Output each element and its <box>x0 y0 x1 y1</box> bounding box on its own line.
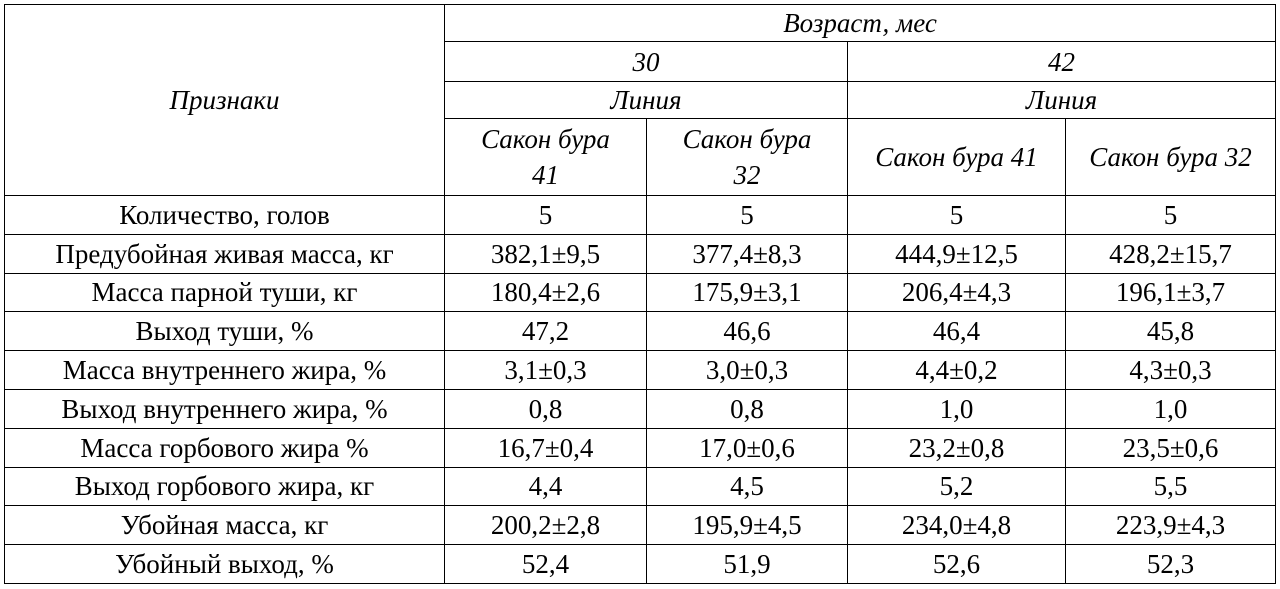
row-label: Масса парной туши, кг <box>4 272 445 313</box>
row-label: Масса горбового жира % <box>4 427 445 468</box>
cell-value: 1,0 <box>847 388 1066 429</box>
cell-value: 4,4±0,2 <box>847 350 1066 390</box>
row-label: Выход туши, % <box>4 311 445 352</box>
cell-value: 234,0±4,8 <box>847 505 1066 546</box>
cell-value: 51,9 <box>646 544 848 584</box>
table-row: Убойная масса, кг 200,2±2,8 195,9±4,5 234,0… <box>4 505 1277 546</box>
line-name: Сакон бура 41 <box>444 118 647 196</box>
cell-value: 46,4 <box>847 311 1066 352</box>
table-row: Выход внутреннего жира, % 0,8 0,8 1,0 1,0 <box>4 388 1277 429</box>
row-label: Убойный выход, % <box>4 544 445 584</box>
table-row: Убойный выход, % 52,4 51,9 52,6 52,3 <box>4 544 1277 584</box>
table-row: Масса парной туши, кг 180,4±2,6 175,9±3,1 2… <box>4 272 1277 313</box>
cell-value: 377,4±8,3 <box>646 233 848 274</box>
cell-value: 52,4 <box>444 544 647 584</box>
cell-value: 196,1±3,7 <box>1064 272 1277 313</box>
line-name: Сакон бура 41 <box>847 118 1066 196</box>
age-header: Возраст, мес <box>443 4 1277 42</box>
cell-value: 175,9±3,1 <box>646 272 848 313</box>
row-label: Масса внутреннего жира, % <box>4 350 445 390</box>
cell-value: 0,8 <box>646 388 848 429</box>
cell-value: 428,2±15,7 <box>1064 233 1277 274</box>
cell-value: 3,0±0,3 <box>646 350 848 390</box>
cell-value: 5 <box>444 195 647 235</box>
row-label: Предубойная живая масса, кг <box>4 233 445 274</box>
cell-value: 52,6 <box>847 544 1066 584</box>
table-row: Масса горбового жира % 16,7±0,4 17,0±0,6 23… <box>4 427 1277 468</box>
cell-value: 4,3±0,3 <box>1064 350 1277 390</box>
cell-value: 45,8 <box>1064 311 1277 352</box>
row-label: Убойная масса, кг <box>4 505 445 546</box>
cell-value: 5 <box>646 195 848 235</box>
cell-value: 17,0±0,6 <box>646 427 848 468</box>
cell-value: 382,1±9,5 <box>444 233 647 274</box>
cell-value: 200,2±2,8 <box>444 505 647 546</box>
table-row: Предубойная живая масса, кг 382,1±9,5 377,… <box>4 233 1277 274</box>
cell-value: 52,3 <box>1064 544 1277 584</box>
line-name: Сакон бура 32 <box>1064 118 1277 196</box>
cell-value: 16,7±0,4 <box>444 427 647 468</box>
feature-header: Признаки <box>4 4 445 196</box>
row-label: Выход внутреннего жира, % <box>4 388 445 429</box>
cell-value: 0,8 <box>444 388 647 429</box>
cell-value: 46,6 <box>646 311 848 352</box>
cell-value: 23,2±0,8 <box>847 427 1066 468</box>
table-row: Выход горбового жира, кг 4,4 4,5 5,2 5,5 <box>4 466 1277 507</box>
table-row: Выход туши, % 47,2 46,6 46,4 45,8 <box>4 311 1277 352</box>
data-table: Признаки Возраст, мес 30 42 Линия Линия … <box>4 4 1277 584</box>
row-label: Выход горбового жира, кг <box>4 466 445 507</box>
table-row: Количество, голов 5 5 5 5 <box>4 195 1277 235</box>
line-header: Линия <box>846 81 1277 119</box>
cell-value: 4,5 <box>646 466 848 507</box>
cell-value: 223,9±4,3 <box>1064 505 1277 546</box>
age-value: 30 <box>444 41 848 82</box>
cell-value: 1,0 <box>1064 388 1277 429</box>
line-name: Сакон бура 32 <box>646 118 848 196</box>
cell-value: 23,5±0,6 <box>1064 427 1277 468</box>
cell-value: 5 <box>847 195 1066 235</box>
cell-value: 195,9±4,5 <box>646 505 848 546</box>
cell-value: 5,2 <box>847 466 1066 507</box>
age-value: 42 <box>846 41 1277 82</box>
table-header: Признаки Возраст, мес 30 42 Линия Линия … <box>4 4 1277 196</box>
cell-value: 4,4 <box>444 466 647 507</box>
cell-value: 444,9±12,5 <box>847 233 1066 274</box>
cell-value: 206,4±4,3 <box>847 272 1066 313</box>
cell-value: 3,1±0,3 <box>444 350 647 390</box>
table-body: Количество, голов 5 5 5 5 Предубойная живая м… <box>4 195 1277 584</box>
cell-value: 5,5 <box>1064 466 1277 507</box>
cell-value: 180,4±2,6 <box>444 272 647 313</box>
cell-value: 5 <box>1064 195 1277 235</box>
line-header: Линия <box>444 81 848 119</box>
cell-value: 47,2 <box>444 311 647 352</box>
row-label: Количество, голов <box>4 195 445 235</box>
table-row: Масса внутреннего жира, % 3,1±0,3 3,0±0,3 4… <box>4 350 1277 390</box>
